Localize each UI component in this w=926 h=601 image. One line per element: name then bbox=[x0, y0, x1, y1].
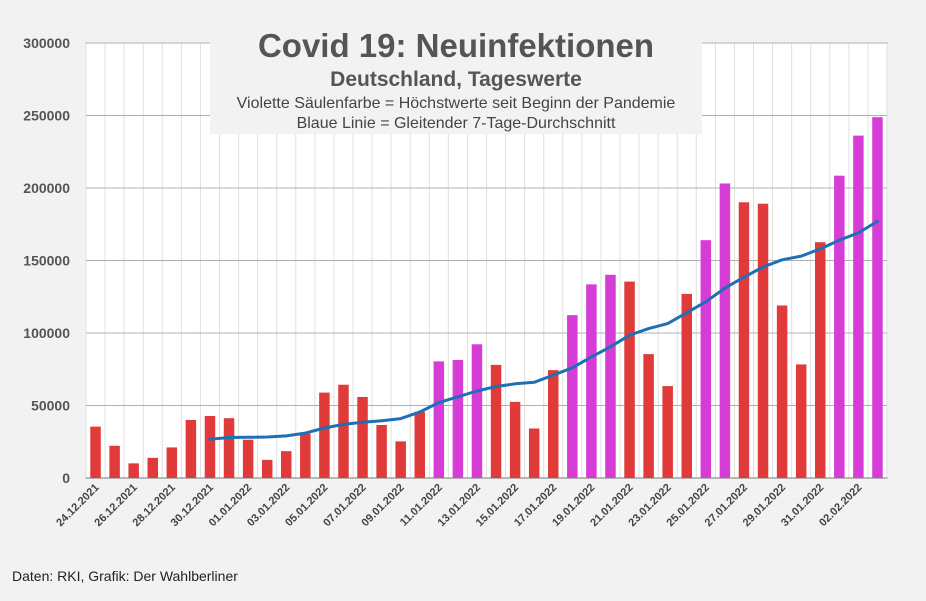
bar bbox=[281, 451, 292, 478]
bar bbox=[528, 428, 540, 478]
bar bbox=[300, 433, 311, 478]
chart-title-box: Covid 19: Neuinfektionen Deutschland, Ta… bbox=[210, 26, 702, 134]
bar bbox=[586, 284, 597, 478]
y-tick-label: 200000 bbox=[23, 180, 70, 196]
bar bbox=[681, 293, 692, 478]
bar bbox=[643, 354, 654, 478]
bar bbox=[147, 457, 158, 478]
bar bbox=[834, 175, 845, 478]
bar bbox=[452, 359, 464, 478]
bar bbox=[662, 386, 673, 478]
bar bbox=[872, 117, 883, 478]
bar bbox=[624, 281, 635, 478]
bar bbox=[567, 315, 578, 478]
chart-title: Covid 19: Neuinfektionen bbox=[257, 27, 655, 64]
bar bbox=[319, 392, 330, 478]
bar bbox=[776, 305, 788, 478]
bar bbox=[414, 411, 425, 478]
y-tick-label: 250000 bbox=[23, 108, 70, 124]
chart-subtitle: Deutschland, Tageswerte bbox=[330, 68, 582, 91]
bar bbox=[509, 401, 521, 478]
bar bbox=[757, 203, 769, 479]
bar bbox=[433, 361, 445, 478]
bar bbox=[185, 419, 197, 478]
bar bbox=[242, 439, 254, 478]
bar bbox=[261, 459, 273, 478]
bar bbox=[490, 364, 502, 478]
bar bbox=[548, 370, 559, 478]
y-tick-label: 300000 bbox=[23, 35, 70, 51]
y-tick-label: 100000 bbox=[23, 325, 70, 341]
bar bbox=[109, 445, 120, 478]
bar bbox=[395, 441, 406, 478]
bar bbox=[471, 344, 483, 478]
bar bbox=[223, 418, 235, 478]
bar bbox=[815, 242, 826, 478]
chart-source: Daten: RKI, Grafik: Der Wahlberliner bbox=[12, 568, 238, 584]
bar bbox=[853, 135, 864, 478]
chart-note-violet: Violette Säulenfarbe = Höchstwerte seit … bbox=[236, 95, 676, 112]
bar bbox=[795, 364, 807, 478]
bar bbox=[338, 384, 349, 478]
bar bbox=[700, 240, 712, 478]
y-tick-label: 50000 bbox=[31, 398, 70, 414]
bar bbox=[90, 426, 101, 478]
bar bbox=[738, 202, 750, 478]
bar bbox=[204, 415, 216, 478]
y-tick-label: 150000 bbox=[23, 253, 70, 269]
chart-note-blue-line: Blaue Linie = Gleitender 7-Tage-Durchsch… bbox=[296, 115, 616, 132]
bar bbox=[166, 447, 178, 478]
bar bbox=[605, 274, 616, 478]
y-tick-label: 0 bbox=[62, 470, 70, 486]
bar bbox=[719, 183, 731, 478]
average-line bbox=[208, 219, 879, 441]
bar bbox=[357, 396, 368, 478]
bar bbox=[376, 424, 387, 478]
bar bbox=[128, 463, 139, 478]
